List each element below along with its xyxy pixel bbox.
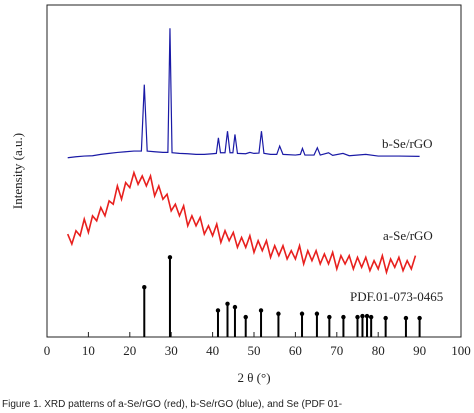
x-axis-label: 2 θ (°) (237, 370, 270, 385)
series-label: a-Se/rGO (383, 228, 433, 243)
x-tick-label: 80 (372, 343, 385, 358)
caption: Figure 1. XRD patterns of a-Se/rGO (red)… (2, 399, 342, 410)
x-tick-label: 30 (165, 343, 178, 358)
stem-head (232, 304, 238, 310)
stem-head (142, 285, 147, 290)
stem-head (243, 314, 248, 320)
y-axis-label: Intensity (a.u.) (10, 133, 25, 209)
series-label: PDF.01-073-0465 (350, 289, 443, 304)
x-tick-label: 0 (44, 343, 51, 358)
stem-head (276, 311, 281, 316)
plot-frame (46, 4, 462, 338)
x-tick-label: 60 (289, 343, 302, 358)
stem-head (383, 315, 388, 321)
x-tick-label: 90 (413, 343, 426, 358)
stem-head (327, 314, 332, 320)
stem-head (225, 301, 230, 306)
stem-head (360, 313, 365, 319)
x-tick-label: 70 (330, 343, 343, 358)
x-tick-label: 40 (206, 343, 219, 358)
series-line (66, 170, 417, 276)
stem-head (314, 311, 320, 316)
stem-head (417, 315, 422, 321)
x-tick-label: 20 (123, 343, 136, 358)
stem-head (299, 311, 305, 316)
stem-head (355, 314, 360, 320)
stem-head (167, 255, 173, 260)
stem-head (364, 313, 370, 319)
x-tick-label: 100 (451, 343, 471, 358)
series-line (67, 28, 420, 159)
x-tick-label: 50 (248, 343, 261, 358)
x-tick-label: 10 (82, 343, 95, 358)
stem-head (368, 314, 374, 320)
stem-head (258, 308, 264, 313)
stem-head (215, 308, 221, 313)
stem-head (403, 315, 409, 321)
stem-head (341, 314, 346, 320)
series-label: b-Se/rGO (382, 136, 433, 151)
